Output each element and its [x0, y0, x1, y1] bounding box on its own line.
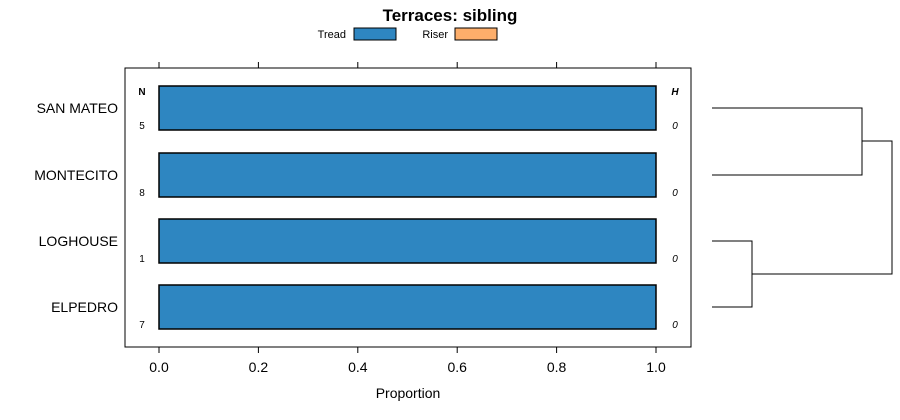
x-axis: 0.0 0.2 0.4 0.6 0.8 1.0: [149, 347, 666, 375]
legend-swatch-riser: [454, 27, 498, 41]
bar-segment-tread: [158, 152, 657, 198]
legend-swatch-tread: [353, 27, 397, 41]
n-value: 7: [139, 320, 145, 331]
x-tick-label: 1.0: [646, 359, 666, 375]
plot-frame: [124, 67, 692, 348]
x-tick-label: 0.4: [348, 359, 368, 375]
category-label: MONTECITO: [34, 167, 118, 183]
x-tick-label: 0.0: [149, 359, 169, 375]
h-column-header: H: [671, 87, 679, 98]
h-value: 0: [672, 254, 678, 265]
legend-label-riser: Riser: [422, 29, 448, 41]
dendrogram-cluster-2: [712, 240, 753, 308]
bar-segment-tread: [158, 85, 657, 131]
dendrogram: [712, 107, 893, 308]
dendrogram-root: [752, 140, 893, 275]
bar-segment-tread: [158, 284, 657, 330]
legend-label-tread: Tread: [318, 29, 346, 41]
x-tick-label: 0.2: [249, 359, 269, 375]
top-axis-ticks: [158, 62, 657, 68]
bar-segment-tread: [158, 218, 657, 264]
n-value: 8: [139, 188, 145, 199]
bars-group: SAN MATEO 5 0 MONTECITO 8 0 LOGHOUSE 1 0 ELPEDRO 7…: [34, 85, 678, 331]
h-value: 0: [672, 121, 678, 132]
n-column-header: N: [138, 87, 145, 98]
n-value: 1: [139, 254, 145, 265]
n-value: 5: [139, 121, 145, 132]
x-tick-label: 0.8: [547, 359, 567, 375]
category-label: ELPEDRO: [51, 299, 118, 315]
legend: Tread Riser: [318, 27, 498, 41]
category-label: SAN MATEO: [37, 100, 119, 116]
x-axis-title: Proportion: [376, 385, 441, 401]
h-value: 0: [672, 188, 678, 199]
chart-title: Terraces: sibling: [383, 6, 518, 25]
category-label: LOGHOUSE: [39, 233, 118, 249]
h-value: 0: [672, 320, 678, 331]
dendrogram-cluster-1: [712, 107, 863, 176]
x-tick-label: 0.6: [447, 359, 467, 375]
